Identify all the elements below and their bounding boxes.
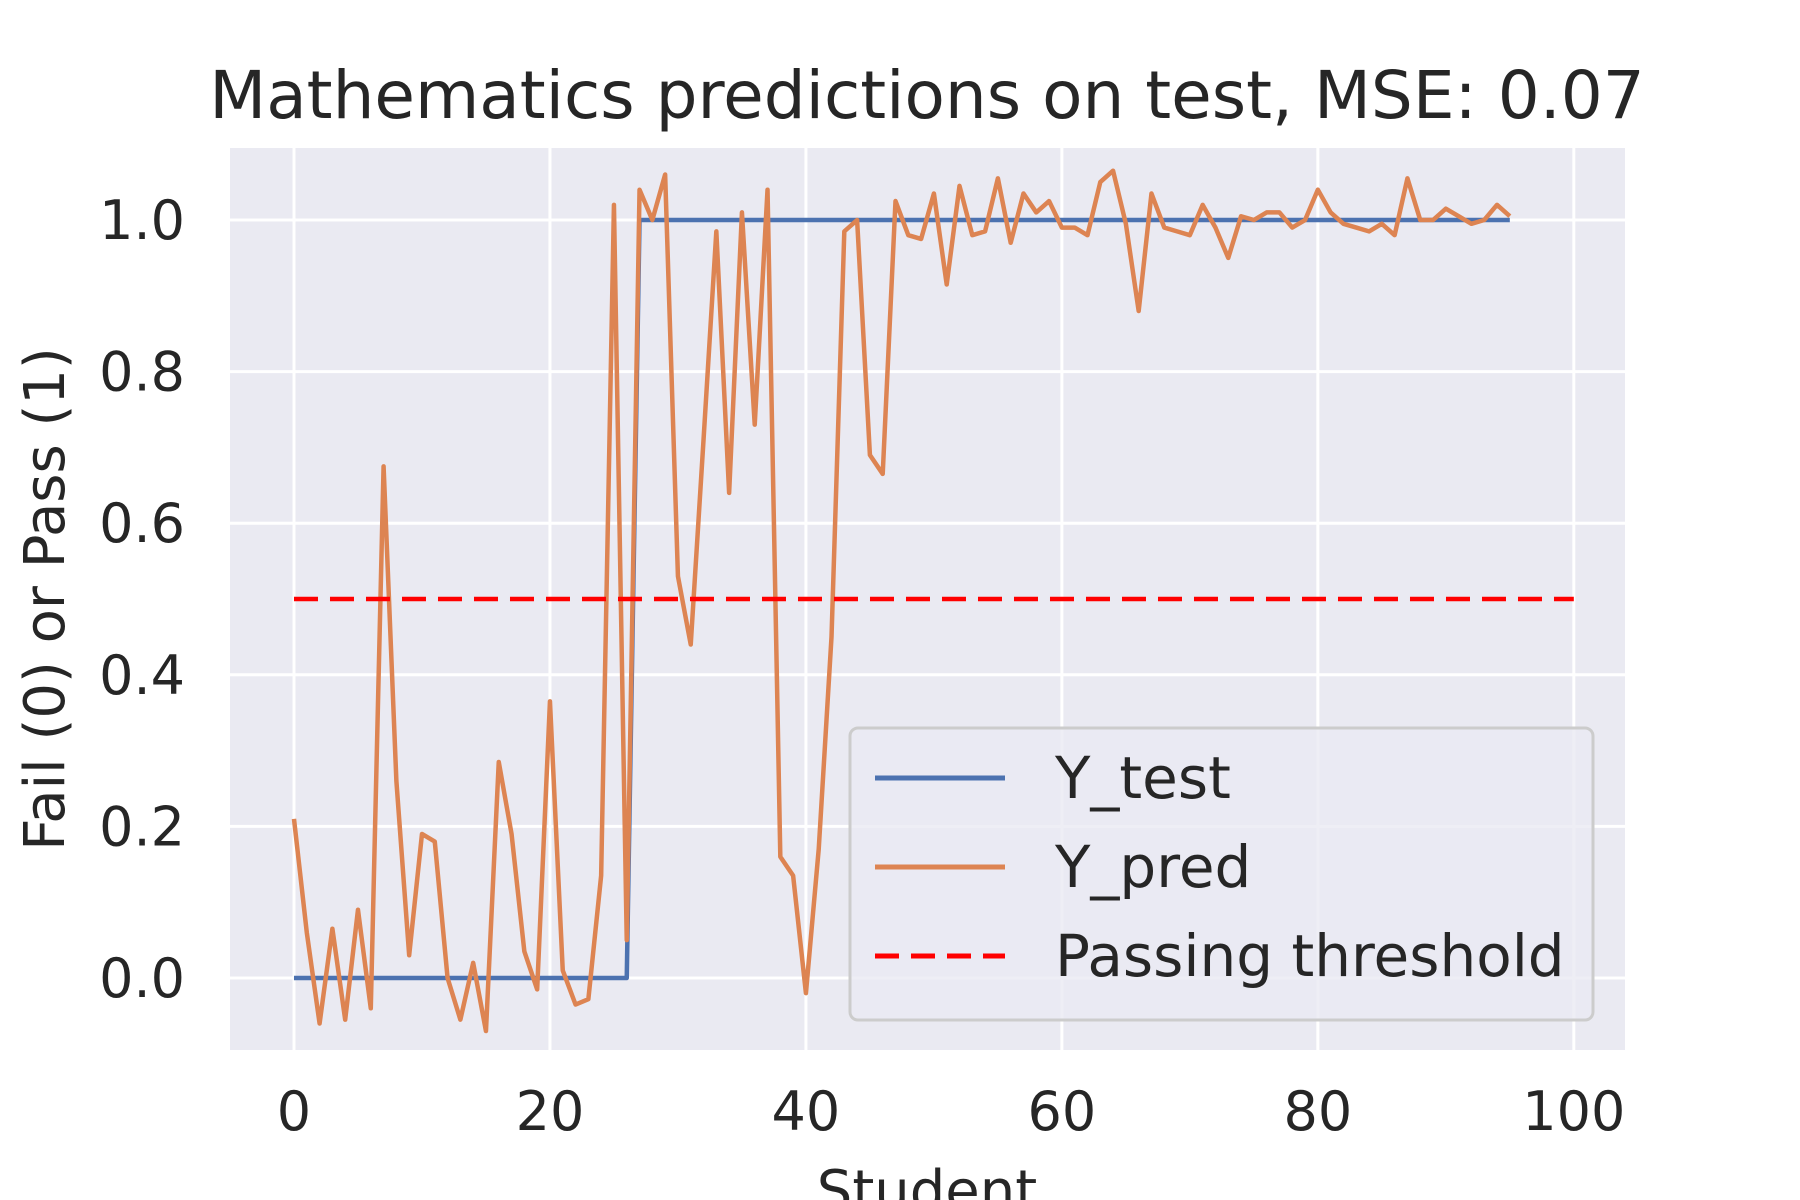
x-tick-label: 80 bbox=[1283, 1080, 1352, 1143]
y-tick-label: 0.2 bbox=[99, 795, 185, 858]
x-axis-label: Student bbox=[817, 1159, 1037, 1200]
legend-label-passing-threshold: Passing threshold bbox=[1055, 922, 1565, 990]
y-tick-label: 0.6 bbox=[99, 492, 185, 555]
legend-box bbox=[848, 726, 1595, 1022]
y-axis-label: Fail (0) or Pass (1) bbox=[13, 347, 78, 851]
y-tick-label: 0.0 bbox=[99, 947, 185, 1010]
legend: Y_test Y_pred Passing threshold bbox=[848, 726, 1595, 1022]
x-tick-label: 20 bbox=[516, 1080, 585, 1143]
legend-label-y-test: Y_test bbox=[1054, 744, 1231, 812]
y-tick-label: 0.4 bbox=[99, 644, 185, 707]
x-tick-label: 40 bbox=[772, 1080, 841, 1143]
series-layer bbox=[291, 168, 1574, 1034]
chart-title: Mathematics predictions on test, MSE: 0.… bbox=[209, 57, 1644, 134]
y-tick-label: 1.0 bbox=[99, 189, 185, 252]
y-tick-label: 0.8 bbox=[99, 341, 185, 404]
legend-label-y-pred: Y_pred bbox=[1054, 833, 1251, 901]
x-tick-label: 0 bbox=[277, 1080, 311, 1143]
tick-labels: 0 20 40 60 80 100 0.0 0.2 0.4 0.6 0.8 1.0 bbox=[99, 189, 1625, 1143]
x-tick-label: 100 bbox=[1522, 1080, 1625, 1143]
series-line-y-pred bbox=[291, 168, 1512, 1034]
x-tick-label: 60 bbox=[1028, 1080, 1097, 1143]
